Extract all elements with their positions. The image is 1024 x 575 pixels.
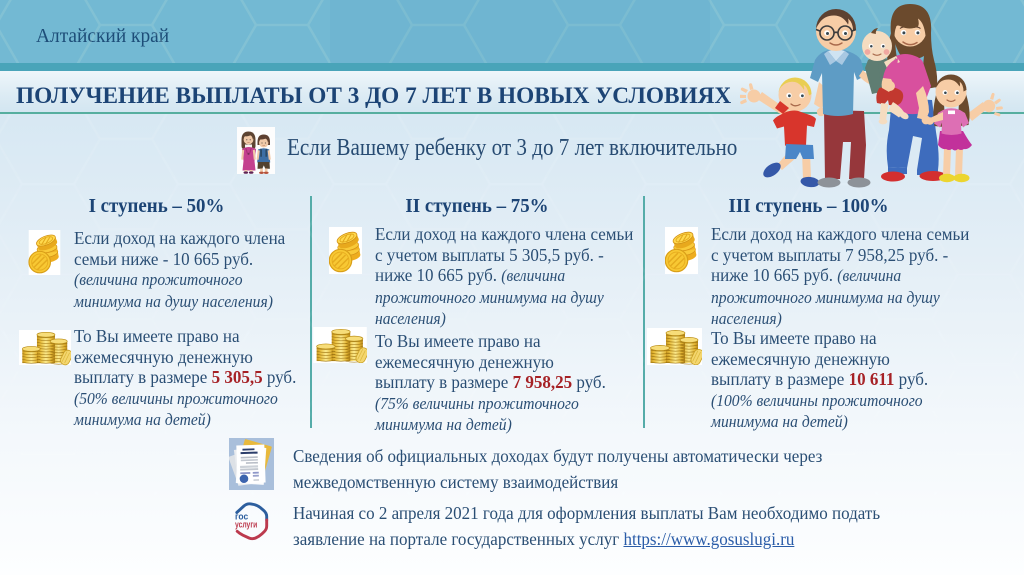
svg-text:гос: гос: [235, 511, 248, 522]
svg-text:услуги: услуги: [235, 519, 257, 530]
